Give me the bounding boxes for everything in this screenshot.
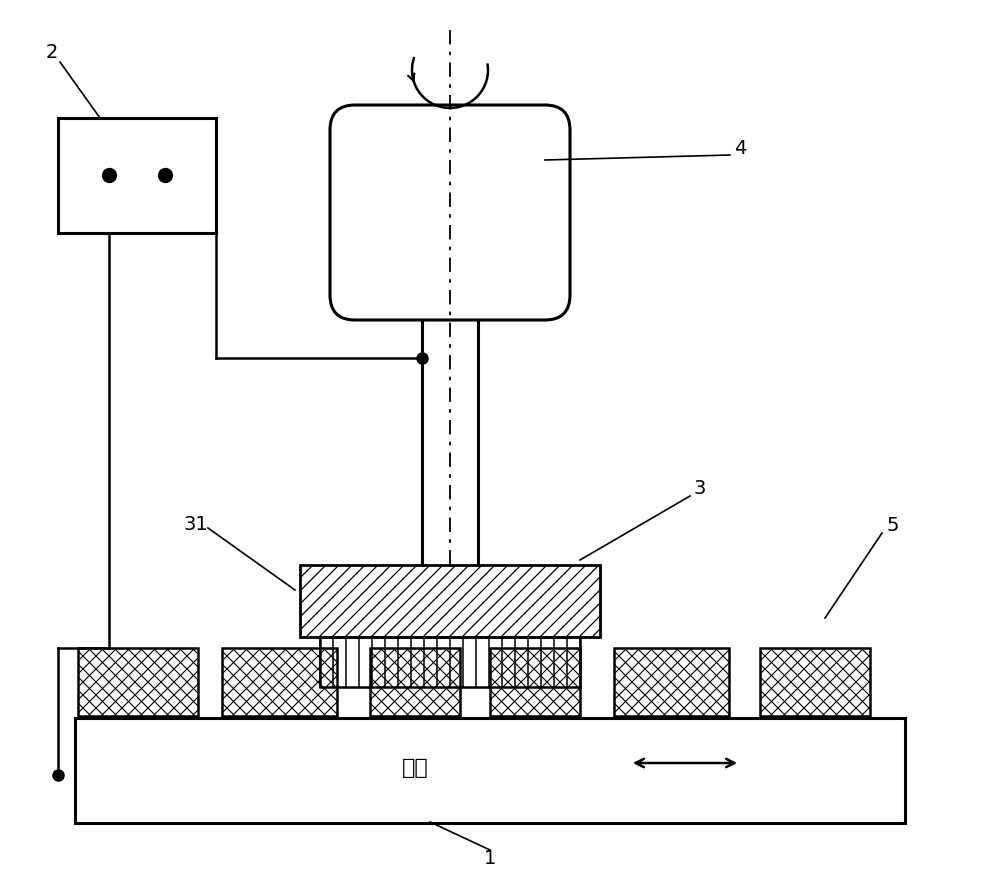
Bar bbox=[300, 565, 600, 637]
Text: 工件: 工件 bbox=[402, 758, 428, 778]
FancyBboxPatch shape bbox=[330, 105, 570, 320]
Bar bbox=[78, 648, 198, 716]
Bar bbox=[490, 648, 580, 716]
Text: 2: 2 bbox=[46, 43, 58, 61]
Bar bbox=[320, 637, 580, 687]
Bar bbox=[370, 648, 460, 716]
Text: 5: 5 bbox=[887, 516, 899, 535]
Bar bbox=[222, 648, 337, 716]
Text: 31: 31 bbox=[184, 514, 208, 534]
Text: 4: 4 bbox=[734, 139, 746, 157]
Bar bbox=[75, 718, 905, 823]
Bar bbox=[58, 118, 216, 233]
Text: 3: 3 bbox=[694, 479, 706, 497]
Bar bbox=[760, 648, 870, 716]
Text: 1: 1 bbox=[484, 849, 496, 868]
Bar bbox=[614, 648, 729, 716]
